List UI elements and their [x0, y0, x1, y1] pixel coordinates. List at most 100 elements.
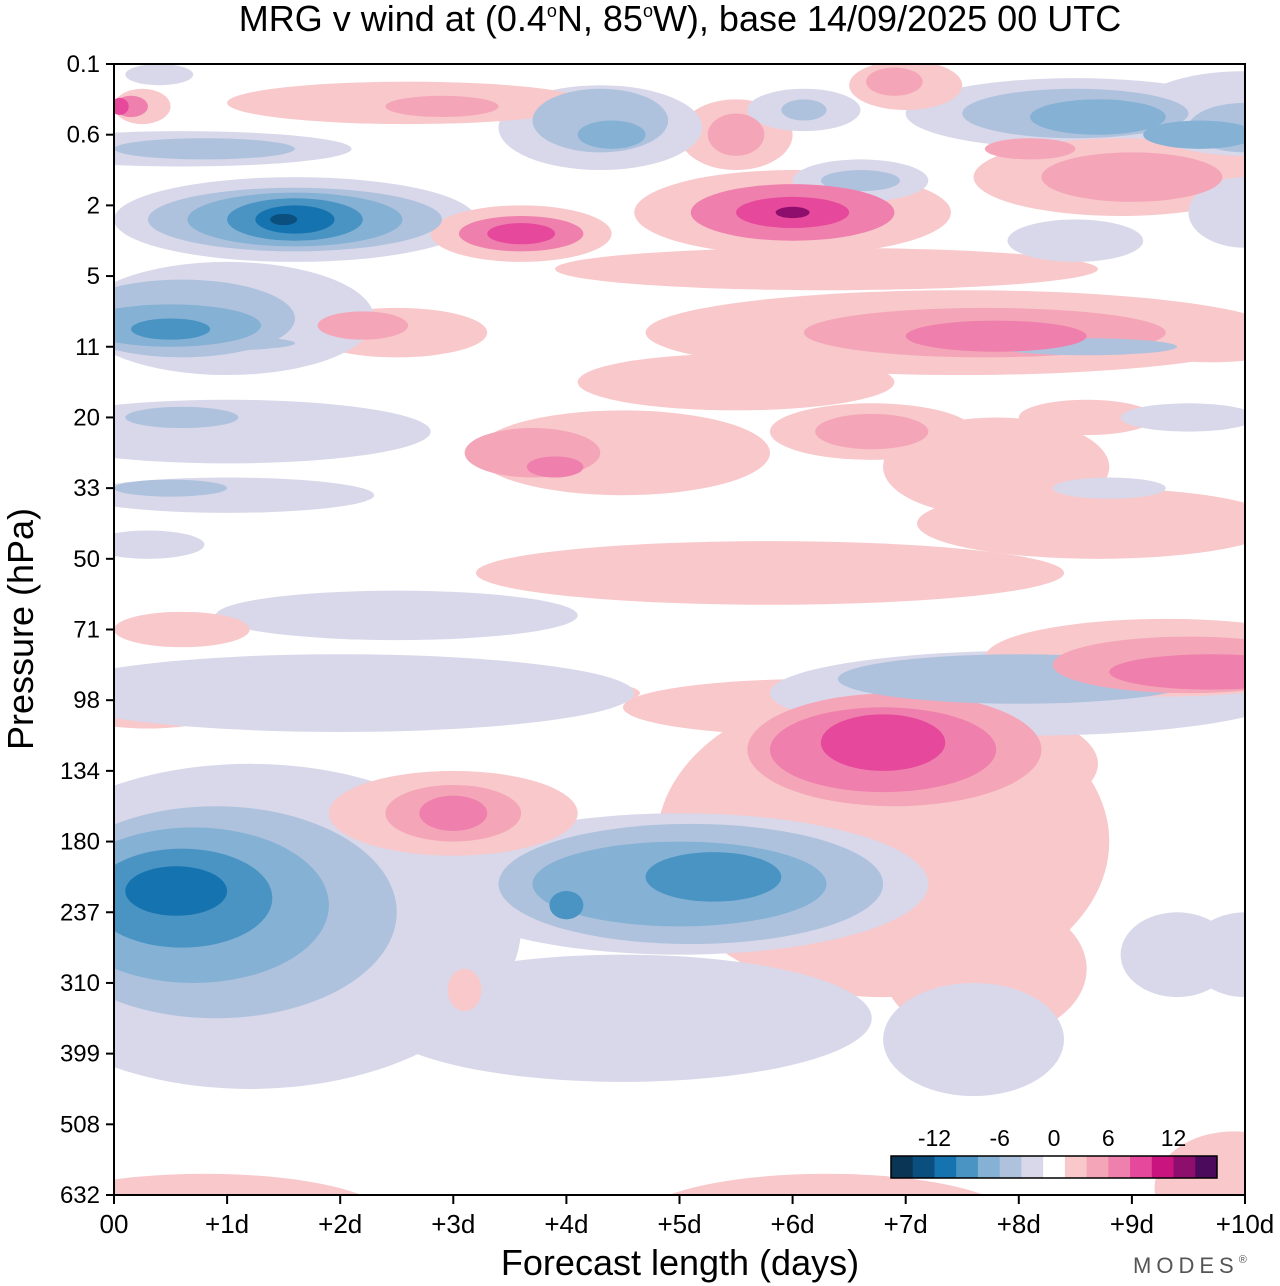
- colorbar-frame: [890, 1155, 1218, 1179]
- contour-patch: [549, 891, 584, 920]
- x-tick-label: +7d: [884, 1209, 928, 1239]
- contour-patch: [781, 99, 827, 121]
- x-tick-label: +1d: [205, 1209, 249, 1239]
- colorbar-tick-label: 6: [1102, 1125, 1115, 1151]
- colorbar-swatch: [1151, 1156, 1175, 1178]
- contour-patch: [374, 954, 872, 1082]
- contour-patch: [820, 170, 901, 192]
- contour-patch: [1120, 403, 1245, 432]
- chart-title: MRG v wind at (0.4oN, 85oW), base 14/09/…: [239, 0, 1121, 39]
- colorbar-swatch: [934, 1156, 957, 1178]
- title-post: W), base 14/09/2025 00 UTC: [653, 0, 1121, 39]
- y-tick-label: 0.6: [67, 122, 100, 149]
- contour-patch: [1041, 152, 1223, 202]
- contour-patch: [905, 320, 1087, 352]
- contour-patch: [1188, 912, 1245, 998]
- contour-patch: [577, 120, 646, 149]
- colorbar-tick-label: 0: [1048, 1125, 1061, 1151]
- contour-patch: [984, 138, 1076, 160]
- modes-logo-text: MODES: [1133, 1253, 1239, 1278]
- x-tick-label: +8d: [997, 1209, 1041, 1239]
- x-tick-label: +10d: [1216, 1209, 1275, 1239]
- contour-patch: [645, 852, 782, 902]
- y-tick-label: 11: [75, 334, 100, 361]
- y-tick-label: 2: [87, 192, 100, 219]
- contour-patch: [130, 318, 211, 340]
- contour-patch: [1018, 399, 1155, 436]
- colorbar-tick-label: -6: [989, 1125, 1009, 1151]
- contour-patch: [475, 541, 1065, 605]
- y-axis-label: Pressure (hPa): [0, 508, 41, 750]
- contour-patch: [419, 795, 488, 831]
- contour-patch: [317, 311, 409, 340]
- x-tick-label: +6d: [771, 1209, 815, 1239]
- contour-patch: [1007, 219, 1144, 262]
- contour-patch: [1188, 177, 1245, 248]
- y-tick-label: 134: [60, 758, 100, 785]
- x-axis-label: Forecast length (days): [501, 1242, 859, 1283]
- colorbar-swatch: [1173, 1156, 1196, 1178]
- contour-patch: [668, 1173, 985, 1195]
- x-tick-label: +2d: [318, 1209, 362, 1239]
- colorbar-swatch: [912, 1156, 935, 1178]
- y-tick-label: 508: [60, 1111, 100, 1138]
- contour-patch: [114, 654, 635, 732]
- colorbar-swatch: [1108, 1156, 1131, 1178]
- contour-patch: [1154, 345, 1245, 363]
- title-degree-2: o: [643, 1, 653, 21]
- contour-patch: [114, 611, 250, 648]
- x-tick-label: +5d: [657, 1209, 701, 1239]
- contour-patch: [125, 866, 228, 916]
- colorbar: -12 -6 0 6 12: [890, 1125, 1218, 1179]
- contour-patch: [707, 113, 765, 156]
- title-mid: N, 85: [557, 0, 643, 39]
- contour-patch: [526, 456, 584, 478]
- colorbar-swatch: [1086, 1156, 1109, 1178]
- y-tick-label: 237: [60, 899, 100, 926]
- colorbar-swatch: [1195, 1156, 1218, 1178]
- contour-patch: [125, 64, 194, 86]
- colorbar-swatch: [1043, 1156, 1066, 1178]
- contour-patch: [215, 590, 578, 641]
- y-tick-label: 5: [87, 263, 100, 290]
- title-pre: MRG v wind at (0.4: [239, 0, 547, 39]
- colorbar-tick-label: -12: [918, 1125, 951, 1151]
- colorbar-swatch: [1021, 1156, 1044, 1178]
- contour-patch: [447, 968, 482, 1012]
- contour-patch: [385, 95, 499, 118]
- y-tick-label: 71: [73, 617, 100, 644]
- contour-patch: [1143, 120, 1245, 149]
- y-tick-label: 0.1: [67, 51, 100, 78]
- y-tick-label: 180: [60, 829, 100, 856]
- x-tick-label: +9d: [1110, 1209, 1154, 1239]
- y-tick-label: 310: [60, 970, 100, 997]
- y-tick-label: 50: [73, 546, 100, 573]
- contour-patch: [1030, 99, 1166, 135]
- contour-patch: [815, 413, 929, 450]
- contour-patch: [775, 206, 810, 219]
- colorbar-swatch: [1130, 1156, 1153, 1178]
- contour-patch: [114, 138, 295, 160]
- title-degree-1: o: [547, 1, 557, 21]
- modes-logo: MODES®: [1133, 1253, 1247, 1278]
- contour-patch: [1109, 654, 1245, 690]
- x-tick-label: +4d: [544, 1209, 588, 1239]
- colorbar-swatch: [999, 1156, 1022, 1178]
- modes-logo-mark: ®: [1239, 1254, 1247, 1266]
- colorbar-swatch: [977, 1156, 1001, 1178]
- x-tick-label: +3d: [431, 1209, 475, 1239]
- contour-patch: [114, 1173, 362, 1195]
- y-tick-label: 20: [73, 404, 100, 431]
- colorbar-swatch: [1064, 1156, 1088, 1178]
- contour-patch: [114, 97, 129, 115]
- contour-patch: [114, 479, 228, 497]
- y-axis-ticks: 0.1 0.6 2 5 11 20 33 50 71 98 134 180 237 310 399 508 63…: [60, 51, 114, 1209]
- contour-patch: [866, 67, 923, 96]
- y-tick-label: 632: [60, 1182, 100, 1209]
- contour-patch: [555, 247, 1098, 291]
- contour-patch: [1052, 477, 1166, 499]
- x-tick-label: 00: [100, 1209, 129, 1239]
- contour-field: [114, 64, 1245, 1195]
- contour-patch: [270, 213, 298, 226]
